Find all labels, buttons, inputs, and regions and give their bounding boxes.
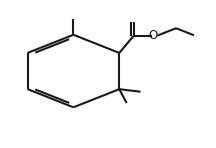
Text: O: O <box>148 29 157 42</box>
